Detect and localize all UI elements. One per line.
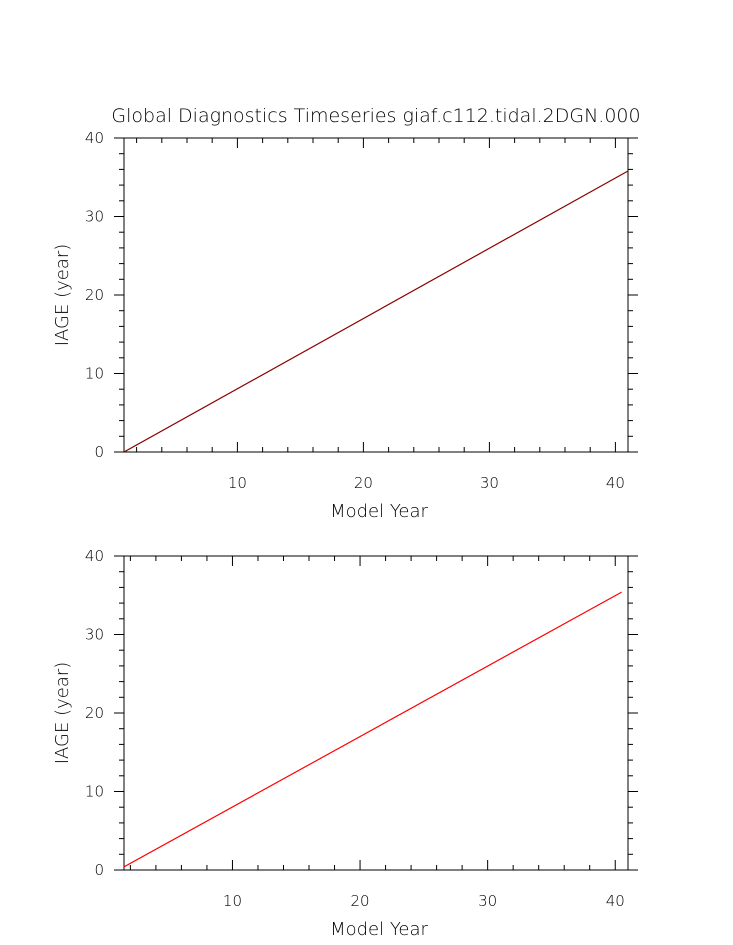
bottom-chart: 10 20 30 40 0 10 20 30 40 Model Year IAGE (year) [52,547,638,940]
y-tick-label: 20 [85,286,104,304]
x-axis-label: Model Year [330,919,428,940]
top-chart: 10 20 30 40 0 10 20 30 40 Model Year IAGE (year) [52,129,638,522]
y-axis-label: IAGE (year) [52,244,73,347]
plot-frame [123,555,629,871]
x-tick-label: 30 [480,474,499,492]
y-axis-label: IAGE (year) [52,662,73,765]
y-tick-label: 0 [94,443,104,461]
y-tick-label: 30 [85,208,104,226]
x-tick-label: 20 [351,892,370,910]
x-tick-label: 40 [606,892,625,910]
series-line [123,170,629,453]
y-tick-label: 10 [85,365,104,383]
series-line [123,591,622,868]
x-tick-label: 30 [478,892,497,910]
plot-frame [123,137,629,453]
x-axis-label: Model Year [330,501,428,522]
y-tick-label: 10 [85,783,104,801]
chart-title: Global Diagnostics Timeseries giaf.c112.… [111,105,640,127]
x-tick-label: 10 [228,474,247,492]
x-tick-label: 10 [223,892,242,910]
y-tick-label: 40 [85,547,104,565]
y-tick-label: 30 [85,626,104,644]
x-tick-label: 40 [606,474,625,492]
x-tick-label: 20 [354,474,373,492]
y-tick-label: 0 [94,861,104,879]
y-tick-label: 40 [85,129,104,147]
y-tick-label: 20 [85,704,104,722]
